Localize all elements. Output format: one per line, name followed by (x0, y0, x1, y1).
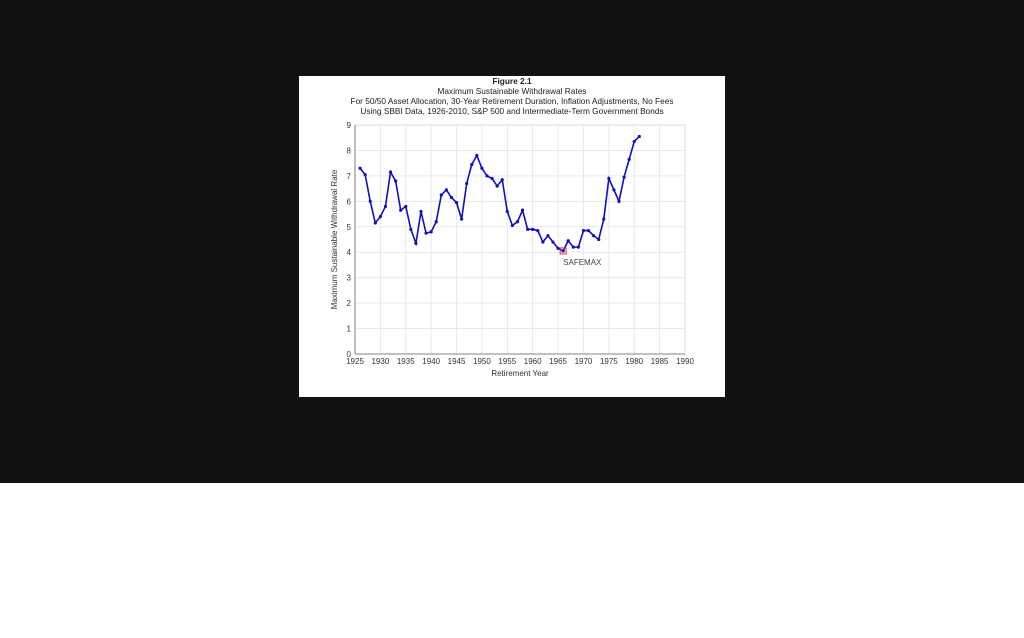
data-point (358, 166, 362, 170)
data-point (434, 220, 438, 224)
safemax-label: SAFEMAX (563, 258, 602, 267)
x-tick-label: 1955 (498, 357, 516, 366)
figure-panel: 1925 1930 1935 1940 1945 1950 1955 1960 1965 1970… (299, 76, 725, 397)
data-point (495, 184, 499, 188)
data-point (571, 245, 575, 249)
data-point (546, 234, 550, 238)
y-tick-label: 0 (347, 350, 352, 359)
data-point (586, 228, 591, 233)
data-point (378, 215, 382, 219)
y-tick-label: 6 (347, 197, 352, 206)
y-tick-label: 5 (347, 223, 352, 232)
data-point (566, 239, 570, 243)
data-point (505, 209, 509, 214)
x-tick-label: 1980 (625, 357, 643, 366)
data-point (602, 217, 606, 221)
data-point (404, 204, 408, 209)
data-point (531, 227, 535, 231)
chart-subtitle-3: Using SBBI Data, 1926-2010, S&P 500 and … (360, 106, 664, 116)
x-tick-label: 1935 (397, 357, 415, 366)
data-point (424, 231, 428, 235)
data-point (632, 139, 636, 144)
y-tick-label: 4 (347, 248, 352, 257)
data-point (475, 153, 479, 158)
chart-title: Figure 2.1 (492, 76, 532, 86)
y-axis-label: Maximum Sustainable Withdrawal Rate (330, 169, 339, 309)
chart-subtitle-2: For 50/50 Asset Allocation, 30-Year Reti… (350, 96, 674, 106)
y-tick-label: 2 (347, 299, 352, 308)
x-tick-label: 1965 (549, 357, 567, 366)
x-tick-label: 1925 (346, 357, 364, 366)
data-point (520, 208, 525, 212)
data-point (460, 217, 464, 221)
data-point (500, 178, 504, 182)
data-point (419, 209, 423, 214)
data-point (485, 174, 489, 178)
x-tick-label: 1945 (448, 357, 466, 366)
data-point (536, 228, 540, 233)
data-point (368, 199, 372, 203)
y-tick-label: 1 (347, 325, 352, 334)
data-point (581, 228, 586, 233)
data-point (454, 201, 459, 205)
data-point (576, 245, 580, 249)
x-tick-label: 1940 (422, 357, 440, 366)
x-tick-label: 1970 (575, 357, 593, 366)
data-point (627, 157, 631, 161)
data-point (449, 195, 454, 200)
data-point (592, 234, 596, 238)
data-point (612, 188, 616, 192)
data-point (556, 246, 560, 251)
data-point (429, 230, 433, 234)
data-point (607, 176, 611, 181)
x-tick-label: 1985 (651, 357, 669, 366)
data-point (414, 241, 418, 245)
safemax-marker (559, 247, 567, 255)
data-point (444, 188, 448, 192)
data-point (439, 193, 443, 197)
chart-subtitle-1: Maximum Sustainable Withdrawal Rates (437, 86, 587, 96)
data-point (510, 223, 514, 228)
x-tick-label: 1990 (676, 357, 694, 366)
x-tick-label: 1930 (371, 357, 389, 366)
plot-area (354, 124, 686, 355)
x-tick-label: 1960 (524, 357, 542, 366)
data-point (561, 249, 565, 253)
data-point (480, 166, 484, 170)
data-point (515, 220, 520, 224)
data-point (490, 176, 494, 181)
y-tick-label: 3 (347, 274, 352, 283)
data-point (465, 181, 469, 186)
x-tick-label: 1975 (600, 357, 618, 366)
y-tick-label: 7 (347, 172, 352, 181)
data-point (373, 221, 377, 225)
data-point (541, 240, 545, 244)
data-point (409, 227, 413, 231)
data-point (637, 134, 641, 139)
data-point (388, 170, 393, 174)
data-point (551, 240, 555, 244)
line-chart: 1925 1930 1935 1940 1945 1950 1955 1960 1965 1970… (330, 121, 694, 378)
data-point (597, 237, 601, 242)
data-point (470, 162, 474, 167)
x-tick-label: 1950 (473, 357, 491, 366)
data-point (399, 208, 403, 212)
data-point (526, 227, 530, 231)
data-point (394, 179, 398, 183)
data-point (363, 173, 367, 177)
data-point (622, 175, 626, 179)
y-tick-label: 8 (347, 146, 352, 155)
data-point (617, 199, 621, 203)
data-point (383, 204, 388, 209)
x-axis-label: Retirement Year (491, 369, 549, 378)
y-tick-label: 9 (347, 121, 352, 130)
